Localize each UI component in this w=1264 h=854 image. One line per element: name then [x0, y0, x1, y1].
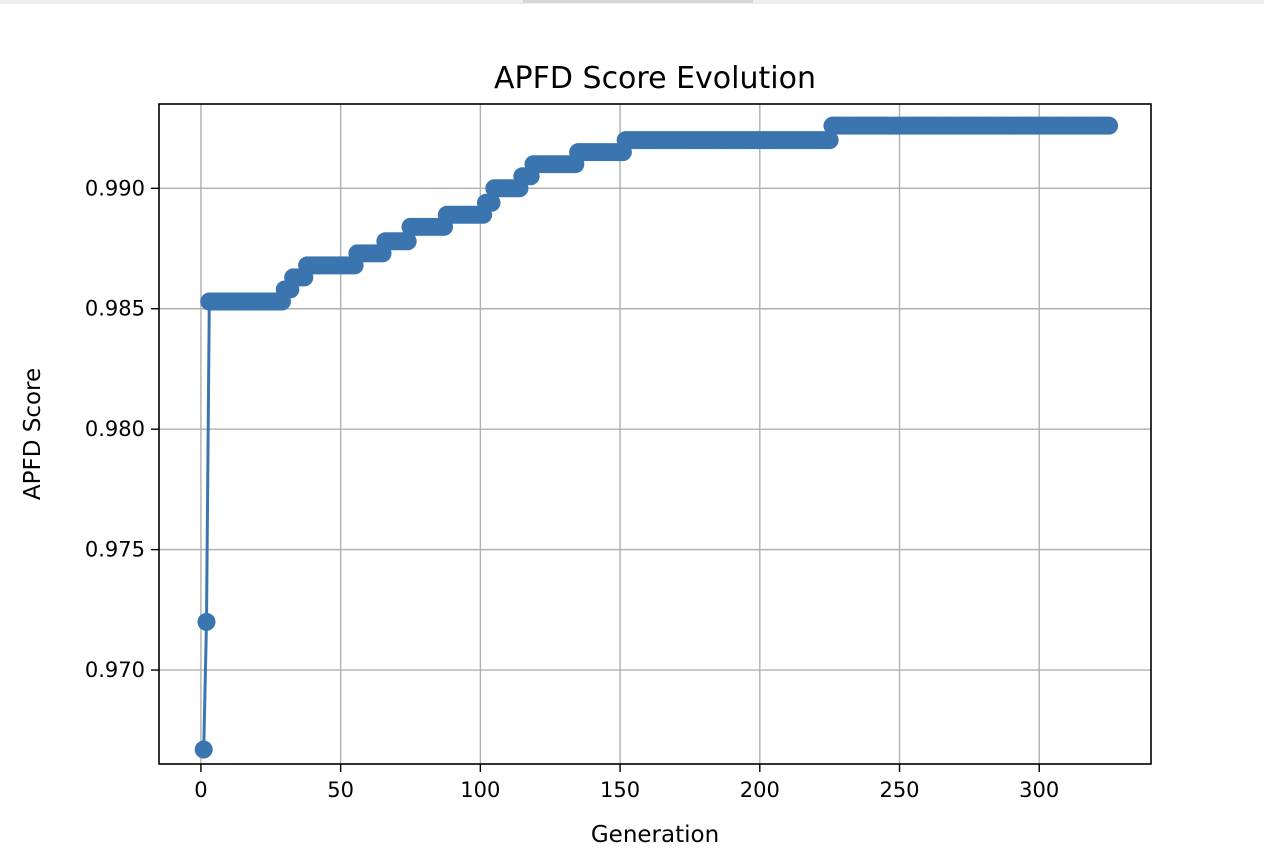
y-axis-ticks: 0.970 0.975 0.980 0.985 0.990 [85, 176, 159, 682]
x-tick-label: 0 [194, 778, 207, 802]
x-tick-label: 50 [327, 778, 354, 802]
data-point [482, 193, 501, 212]
x-tick-label: 200 [740, 778, 780, 802]
y-tick-label: 0.975 [85, 538, 145, 562]
series-line [202, 124, 1110, 750]
series-line-layer [202, 124, 1110, 750]
x-axis-label: Generation [591, 822, 719, 848]
y-tick-label: 0.985 [85, 297, 145, 321]
x-tick-label: 150 [600, 778, 640, 802]
series-marker-layer [194, 116, 1119, 759]
data-point [398, 232, 417, 251]
y-tick-label: 0.990 [85, 176, 145, 200]
chart-title: APFD Score Evolution [494, 61, 816, 96]
x-tick-label: 100 [460, 778, 500, 802]
y-axis-label: APFD Score [20, 368, 46, 500]
x-axis-ticks: 0 50 100 150 200 250 300 [194, 764, 1059, 802]
data-point [197, 612, 216, 631]
data-point [194, 740, 213, 759]
x-tick-label: 250 [879, 778, 919, 802]
data-point [820, 131, 839, 150]
plot-frame [158, 103, 1152, 765]
y-tick-label: 0.980 [85, 417, 145, 441]
window-tab[interactable] [523, 0, 753, 3]
y-tick-label: 0.970 [85, 658, 145, 682]
data-point [1100, 116, 1119, 135]
grid-layer [159, 104, 1151, 764]
x-tick-label: 300 [1019, 778, 1059, 802]
window-top-bar [0, 0, 1264, 4]
